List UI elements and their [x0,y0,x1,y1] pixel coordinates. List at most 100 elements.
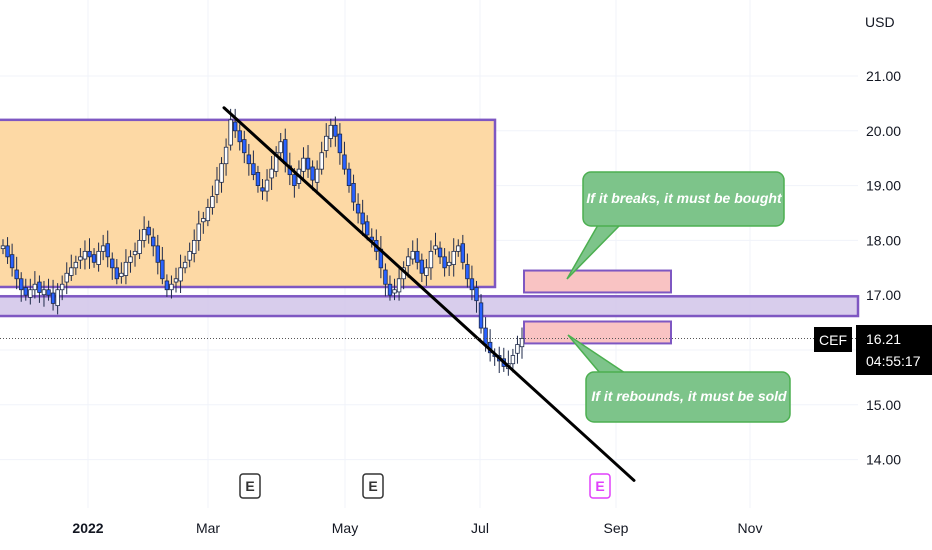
candle [78,256,83,261]
time-tick: Mar [196,520,220,536]
candle [351,183,356,203]
earnings-marker[interactable] [589,473,611,499]
sell-zone [523,320,672,345]
candle [269,168,274,179]
candle [278,141,283,154]
candle [232,121,238,132]
candle [437,247,443,258]
candle [114,267,120,280]
candle [155,245,160,263]
price-tick: 21.00 [866,68,901,84]
candle [251,163,256,176]
callout-sell-box [585,371,791,423]
candle [201,218,206,223]
candle [87,250,92,258]
candle [483,327,488,345]
candle [210,196,215,208]
support-band [0,295,860,318]
candle [451,250,456,265]
candle [214,179,220,195]
candle [73,261,79,269]
candle [415,250,420,263]
time-tick: 2022 [72,520,103,536]
candle [273,152,279,172]
candle [59,283,65,291]
candle [360,212,365,225]
candle [519,338,525,348]
candle [228,119,233,146]
candle [428,250,434,269]
candle [456,245,461,252]
time-tick: May [332,520,358,536]
candle [292,174,297,186]
candle [419,259,425,274]
candle [510,355,516,365]
candle [14,269,19,280]
candle [123,261,129,276]
candle [223,146,229,165]
candles [0,108,525,376]
candle [319,152,324,170]
candle [137,239,142,254]
candle [28,289,33,298]
price-axis: 21.00 20.00 19.00 18.00 17.00 15.00 14.00 [866,68,901,468]
candle [310,166,315,181]
downtrend-line[interactable] [222,106,636,482]
candle [19,278,24,291]
price-tick: 17.00 [866,287,901,303]
candle [100,245,106,252]
callout-buy-text: If it breaks, it must be bought [586,190,783,206]
candle [383,269,388,285]
time-tick: Nov [738,520,763,536]
candle [55,289,60,307]
candle [246,154,252,165]
candle [474,287,479,302]
candle [105,243,110,258]
candle [41,289,47,296]
candle [460,243,466,263]
candle [205,207,211,222]
currency-label: USD [865,14,895,30]
candle [164,280,170,291]
candle [301,157,306,172]
callout-buy[interactable]: If it breaks, it must be bought [566,171,785,280]
candle [355,203,361,214]
candle [128,256,133,263]
candle [237,130,242,143]
candle [410,250,415,260]
last-price-label: 16.21 [866,331,901,347]
candle [187,250,192,261]
price-tick: 20.00 [866,123,901,139]
ticker-badge [814,327,852,352]
candle [242,139,247,154]
candle [23,287,28,296]
candle [91,254,97,263]
countdown-label: 04:55:17 [866,353,921,369]
buy-zone [523,269,672,294]
candle [469,278,475,291]
candle [69,267,74,276]
price-tick: 19.00 [866,178,901,194]
candle [141,229,147,241]
time-axis: 2022 Mar May Jul Sep Nov [72,520,762,536]
earnings-marker-label: E [245,478,254,494]
candle [169,283,174,291]
price-tick: 14.00 [866,452,901,468]
candle [82,250,88,260]
candle [333,124,338,137]
callout-buy-box [582,171,785,227]
candle [305,157,311,170]
candle [64,272,69,283]
candle [324,135,329,151]
candle [46,289,51,296]
candle [465,264,470,280]
callout-sell[interactable]: If it rebounds, it must be sold [567,334,791,423]
earnings-marker[interactable] [239,473,261,499]
candle [314,168,320,183]
ticker-label: CEF [819,332,847,348]
candle [478,302,484,329]
earnings-marker[interactable] [362,473,384,499]
candle [151,236,156,247]
